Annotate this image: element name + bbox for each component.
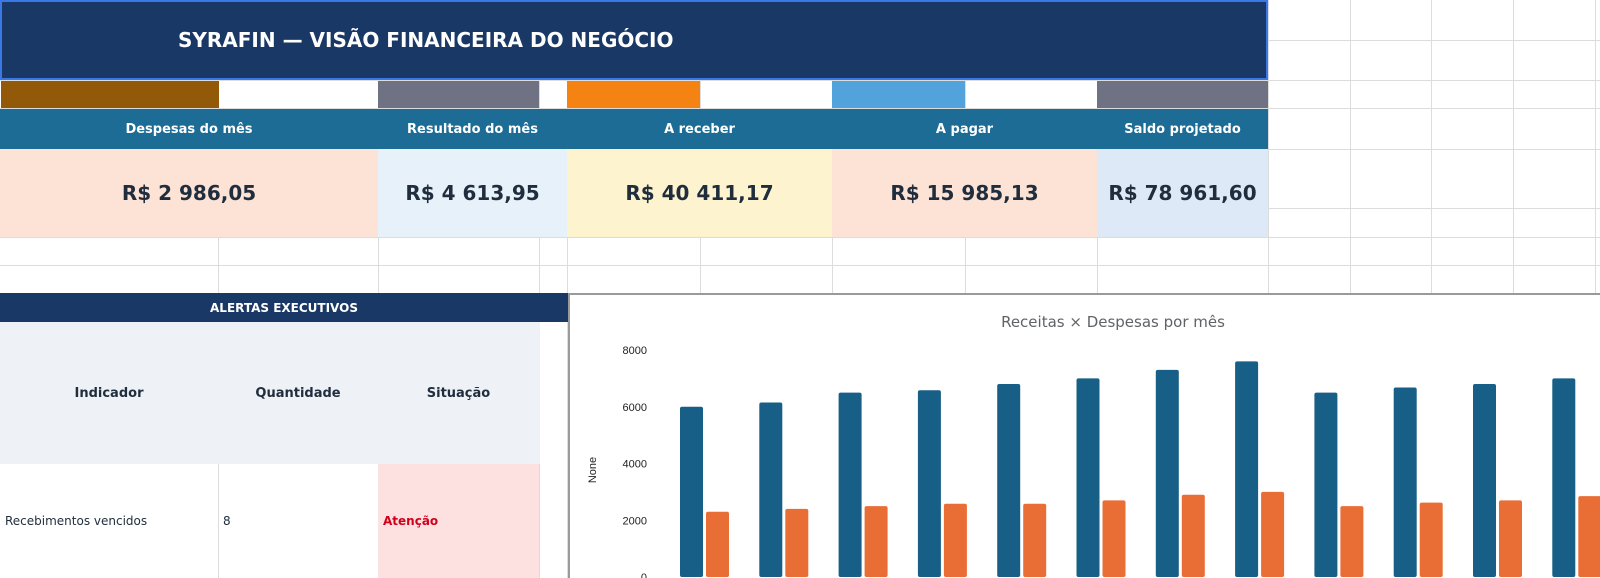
chart-bar[interactable]: [759, 402, 783, 577]
kpi-label-a-pagar[interactable]: A pagar: [832, 109, 1097, 149]
color-swatch-1[interactable]: [1, 81, 219, 108]
alerts-col-indicador[interactable]: Indicador: [74, 385, 144, 401]
y-tick-label: 8000: [623, 345, 647, 357]
y-tick-label: 2000: [623, 515, 647, 527]
chart-bar[interactable]: [1552, 378, 1576, 577]
chart-bar[interactable]: [1023, 503, 1047, 577]
chart-bar[interactable]: [785, 508, 809, 577]
alert-row-quantity[interactable]: 8: [223, 514, 231, 528]
chart-bar[interactable]: [1261, 491, 1285, 577]
chart-bar[interactable]: [943, 503, 967, 577]
chart-bar[interactable]: [680, 406, 703, 577]
dashboard-title: SYRAFIN — VISÃO FINANCEIRA DO NEGÓCIO: [178, 28, 674, 52]
y-tick-label: 0: [641, 572, 647, 578]
chart-bar[interactable]: [1314, 392, 1338, 577]
chart-title: Receitas × Despesas por mês: [1001, 313, 1225, 331]
alert-row-indicator[interactable]: Recebimentos vencidos: [5, 514, 148, 528]
chart-bar[interactable]: [1155, 369, 1179, 577]
alerts-header-row: [0, 322, 540, 464]
alert-row-status[interactable]: Atenção: [378, 464, 539, 578]
chart-bar[interactable]: [706, 511, 729, 577]
chart-bar[interactable]: [1473, 384, 1496, 577]
kpi-value-resultado[interactable]: R$ 4 613,95: [378, 149, 567, 237]
chart-panel[interactable]: Receitas × Despesas por mês 0 2000 4000 600…: [568, 293, 1600, 578]
chart-bar[interactable]: [1578, 496, 1600, 577]
y-axis-label: None: [587, 457, 599, 483]
kpi-value-a-receber[interactable]: R$ 40 411,17: [567, 149, 832, 237]
color-swatch-4[interactable]: [832, 81, 965, 108]
kpi-value-a-pagar[interactable]: R$ 15 985,13: [832, 149, 1097, 237]
bar-chart: 0 2000 4000 6000 8000 None: [587, 345, 1600, 578]
kpi-label-saldo[interactable]: Saldo projetado: [1097, 109, 1268, 149]
chart-bar[interactable]: [1181, 494, 1205, 577]
kpi-label-despesas[interactable]: Despesas do mês: [0, 109, 378, 149]
kpi-value-despesas[interactable]: R$ 2 986,05: [0, 149, 378, 237]
color-swatch-3[interactable]: [567, 81, 700, 108]
kpi-label-resultado[interactable]: Resultado do mês: [378, 109, 567, 149]
chart-bar[interactable]: [1235, 361, 1259, 577]
kpi-value-saldo[interactable]: R$ 78 961,60: [1097, 149, 1268, 237]
y-tick-label: 6000: [623, 402, 647, 414]
alerts-title[interactable]: ALERTAS EXECUTIVOS: [0, 293, 568, 322]
kpi-label-a-receber[interactable]: A receber: [567, 109, 832, 149]
chart-bar[interactable]: [917, 390, 941, 577]
chart-bar[interactable]: [1419, 502, 1443, 577]
chart-bar[interactable]: [1499, 500, 1522, 577]
chart-bar[interactable]: [864, 506, 888, 577]
chart-bar[interactable]: [838, 392, 862, 577]
chart-bar[interactable]: [1076, 378, 1100, 577]
alerts-col-quantidade[interactable]: Quantidade: [255, 385, 341, 401]
alerts-col-situacao[interactable]: Situação: [426, 385, 491, 401]
y-tick-label: 4000: [623, 459, 647, 471]
chart-bar[interactable]: [997, 384, 1021, 577]
color-swatch-2[interactable]: [378, 81, 539, 108]
chart-bar[interactable]: [1340, 506, 1364, 577]
dashboard-title-cell[interactable]: SYRAFIN — VISÃO FINANCEIRA DO NEGÓCIO: [0, 0, 1268, 80]
chart-bar[interactable]: [1102, 500, 1126, 577]
color-swatch-5[interactable]: [1097, 81, 1268, 108]
chart-bar[interactable]: [1393, 387, 1417, 577]
